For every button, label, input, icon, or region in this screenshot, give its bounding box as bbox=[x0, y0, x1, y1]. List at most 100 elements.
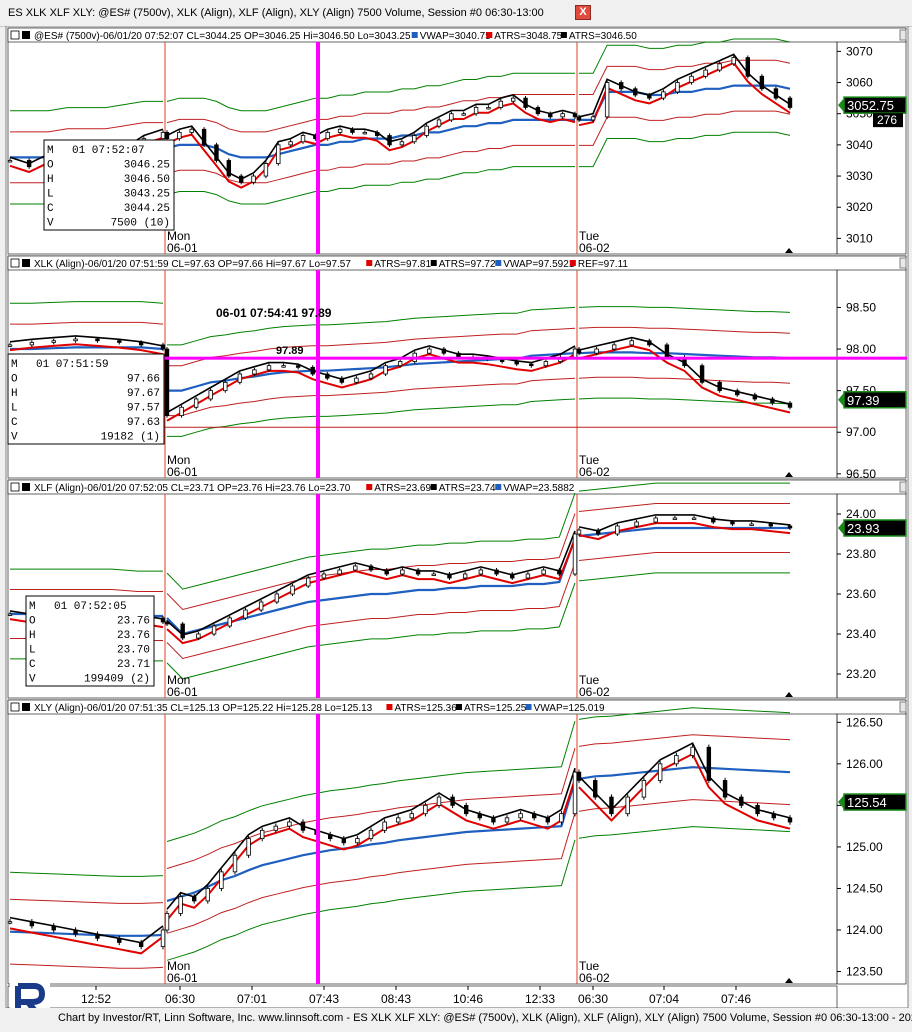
ohlc-value: 97.63 bbox=[127, 417, 160, 429]
y-tick-label: 3020 bbox=[846, 200, 873, 214]
candle-body bbox=[450, 796, 455, 806]
y-tick-label: 3070 bbox=[846, 44, 873, 58]
last-price-value: 97.39 bbox=[847, 393, 880, 408]
pane-indicator-xlf: ATRS=23.69 bbox=[374, 483, 431, 494]
indicator-swatch-icon bbox=[569, 260, 576, 266]
price-tag-arrow-icon bbox=[838, 98, 844, 113]
pane-marker-icon bbox=[785, 692, 793, 697]
crosshair-vertical bbox=[316, 494, 320, 698]
time-axis bbox=[7, 985, 838, 1008]
ohlc-key: H bbox=[11, 388, 18, 400]
candle-body bbox=[514, 361, 519, 365]
candle-body bbox=[593, 780, 598, 798]
candle-body bbox=[647, 94, 652, 99]
chart-area[interactable]: @ES# (7500v)-06/01/20 07:52:07 CL=3044.2… bbox=[0, 26, 912, 1008]
candle-body bbox=[341, 838, 346, 844]
ohlc-data-box bbox=[25, 595, 155, 687]
window-title: ES XLK XLF XLY: @ES# (7500v), XLK (Align… bbox=[8, 7, 544, 19]
ohlc-key: L bbox=[29, 645, 36, 657]
candle-body bbox=[214, 144, 219, 161]
candle-body bbox=[384, 569, 389, 575]
y-tick-label: 96.50 bbox=[846, 467, 876, 481]
pane-close-icon[interactable] bbox=[10, 702, 20, 712]
pane-title-xlf: XLF (Align)-06/01/20 07:52:05 CL=23.71 O… bbox=[34, 483, 351, 494]
candle-body bbox=[193, 398, 199, 408]
candle-body bbox=[477, 813, 482, 819]
indicator-swatch-icon bbox=[456, 704, 462, 710]
candle-body bbox=[771, 813, 776, 819]
day-label: Mon bbox=[167, 673, 190, 687]
indicator-swatch-icon bbox=[366, 260, 373, 266]
candle-body bbox=[7, 344, 13, 347]
candle-body bbox=[276, 144, 281, 164]
ohlc-data-box bbox=[43, 139, 175, 231]
candle-body bbox=[572, 771, 578, 815]
ohlc-value: 01 07:52:05 bbox=[54, 601, 127, 613]
ohlc-value: 23.71 bbox=[117, 659, 150, 671]
candle-body bbox=[138, 942, 144, 948]
candle-body bbox=[51, 925, 56, 931]
ohlc-value: 7500 (10) bbox=[111, 218, 170, 230]
candle-body bbox=[327, 834, 333, 840]
pane-marker-icon bbox=[785, 248, 793, 253]
y-tick-label: 124.50 bbox=[846, 881, 883, 895]
y-tick-label: 23.20 bbox=[846, 667, 876, 681]
candle-body bbox=[288, 141, 293, 146]
candle-body bbox=[699, 365, 705, 383]
candle-body bbox=[179, 406, 184, 416]
candle-body bbox=[180, 623, 185, 639]
pane-close-icon[interactable] bbox=[10, 30, 20, 40]
candle-body bbox=[223, 381, 228, 392]
candle-body bbox=[368, 829, 374, 840]
candle-body bbox=[768, 523, 774, 527]
candle-body bbox=[787, 525, 793, 529]
y-tick-label: 24.00 bbox=[846, 507, 876, 521]
candle-body bbox=[208, 390, 213, 400]
candle-body bbox=[138, 341, 144, 346]
close-button[interactable]: X bbox=[575, 5, 591, 20]
candle-body bbox=[26, 160, 32, 168]
candle-body bbox=[653, 517, 658, 523]
candle-body bbox=[164, 912, 170, 931]
pane-scroll-handle[interactable] bbox=[899, 257, 907, 269]
candle-body bbox=[339, 377, 345, 383]
series-swatch-icon bbox=[22, 483, 30, 491]
candle-body bbox=[572, 348, 578, 358]
ohlc-value: 97.57 bbox=[127, 403, 160, 415]
volume-tag bbox=[873, 113, 903, 128]
candle-body bbox=[498, 100, 504, 108]
candle-body bbox=[178, 896, 183, 914]
candle-body bbox=[395, 817, 401, 823]
candle-body bbox=[478, 569, 484, 575]
indicator-swatch-icon bbox=[386, 704, 393, 710]
pane-indicator-xly: ATRS=125.36 bbox=[394, 703, 457, 714]
candle-body bbox=[572, 533, 578, 575]
indicator-swatch-icon bbox=[560, 32, 567, 38]
pane-close-icon[interactable] bbox=[10, 482, 20, 492]
pane-scroll-handle[interactable] bbox=[899, 29, 907, 41]
candle-body bbox=[95, 338, 100, 342]
candle-body bbox=[576, 529, 582, 535]
candle-body bbox=[243, 609, 248, 619]
pane-close-icon[interactable] bbox=[10, 258, 20, 268]
candle-body bbox=[205, 888, 210, 902]
candle-body bbox=[557, 569, 562, 575]
ohlc-key: V bbox=[29, 674, 36, 686]
candle-body bbox=[362, 132, 368, 135]
candle-body bbox=[755, 804, 760, 815]
candle-body bbox=[281, 365, 286, 368]
y-tick-label: 3040 bbox=[846, 138, 873, 152]
pane-scroll-handle[interactable] bbox=[899, 701, 907, 713]
candle-body bbox=[491, 817, 496, 823]
candle-body bbox=[619, 82, 624, 90]
candle-body bbox=[595, 529, 601, 535]
candle-body bbox=[211, 625, 217, 635]
candle-body bbox=[706, 746, 712, 781]
pane-scroll-handle[interactable] bbox=[899, 481, 907, 493]
candle-body bbox=[397, 361, 403, 367]
candle-body bbox=[287, 821, 292, 827]
candle-body bbox=[160, 929, 166, 948]
pane-xly[interactable] bbox=[7, 699, 907, 985]
candle-body bbox=[409, 813, 414, 819]
y-tick-label: 23.80 bbox=[846, 547, 876, 561]
